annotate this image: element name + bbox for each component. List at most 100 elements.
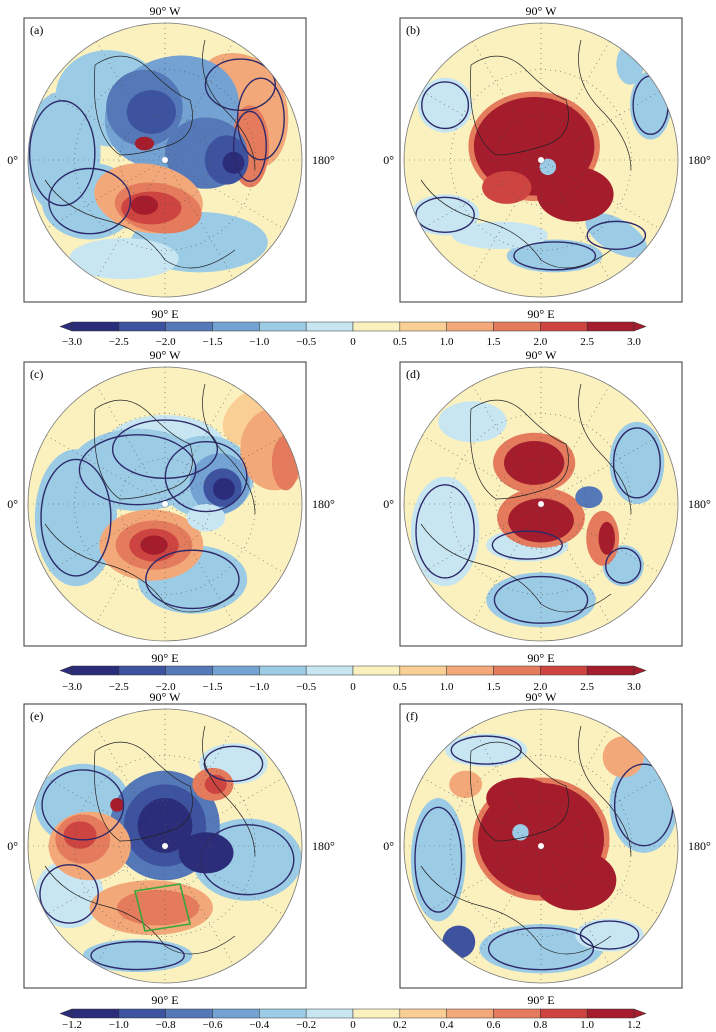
panel-tag: (f) xyxy=(406,709,418,723)
colorbar: −3.0 −2.5 −2.0 −1.5 −1.0 −0.5 0 0.5 1.0 1.5 2.0 2.5… xyxy=(59,665,647,693)
label-90e: 90° E xyxy=(527,307,554,321)
shaded-region xyxy=(410,194,480,236)
contour-line xyxy=(579,920,640,950)
colorbar-tick-label: 1.2 xyxy=(627,1019,641,1031)
meridian xyxy=(96,385,234,623)
shaded-region xyxy=(486,777,555,819)
colorbar-swatch xyxy=(212,321,260,332)
meridian xyxy=(422,435,660,573)
colorbar-swatch xyxy=(305,321,354,332)
colorbar-tick-label: −2.0 xyxy=(156,681,176,693)
coastline xyxy=(93,741,193,842)
shaded-region xyxy=(482,170,532,204)
label-90w: 90° W xyxy=(150,690,182,704)
panel-tag: (a) xyxy=(30,23,43,37)
contour-line xyxy=(586,220,647,251)
latitude-circle xyxy=(119,114,211,206)
meridian xyxy=(46,777,284,915)
coastline xyxy=(93,399,193,500)
colorbar-swatch xyxy=(118,1008,166,1019)
contour-line xyxy=(605,547,642,584)
colorbar-swatch xyxy=(71,321,120,332)
colorbar-swatch xyxy=(352,321,401,332)
label-90e: 90° E xyxy=(151,307,178,321)
contour-line xyxy=(415,484,475,579)
shaded-region xyxy=(451,221,548,250)
shaded-region xyxy=(222,151,245,174)
shaded-region xyxy=(445,733,528,767)
latitude-circle xyxy=(74,69,256,251)
colorbar-swatch xyxy=(540,321,588,332)
meridian xyxy=(96,41,234,279)
colorbar-swatch xyxy=(586,1008,635,1019)
contour-line xyxy=(232,110,267,182)
label-0: 0° xyxy=(7,153,18,167)
meridian xyxy=(472,727,610,965)
label-90w: 90° W xyxy=(526,4,558,18)
meridian xyxy=(96,727,234,965)
coastline xyxy=(469,399,569,500)
shaded-region xyxy=(585,213,648,258)
meridian xyxy=(96,727,234,965)
colorbar-swatch xyxy=(399,665,447,676)
contour-line xyxy=(513,241,597,271)
colorbar-swatch xyxy=(586,321,635,332)
colorbar-tick-label: −3.0 xyxy=(62,336,82,348)
coastline xyxy=(202,383,256,515)
map-boundary xyxy=(27,22,303,298)
colorbar-tick-label: −1.0 xyxy=(109,1019,129,1031)
shaded-region xyxy=(410,798,466,922)
contour-line xyxy=(40,458,112,577)
shaded-region xyxy=(110,798,124,812)
meridian xyxy=(422,91,660,229)
shaded-region xyxy=(539,158,557,176)
latitude-circle xyxy=(450,69,632,251)
shaded-region xyxy=(178,832,234,874)
colorbar-swatch xyxy=(259,665,307,676)
colorbar-tick-label: 2.5 xyxy=(580,681,594,693)
north-pole-marker xyxy=(538,843,544,849)
label-180: 180° xyxy=(688,839,711,853)
contour-line xyxy=(164,440,248,513)
colorbar-swatch xyxy=(493,665,541,676)
map-panel-c: (c) 90° W 90° E 0° 180° xyxy=(7,348,335,665)
meridian xyxy=(472,727,610,965)
meridian xyxy=(46,435,284,573)
colorbar-swatch xyxy=(118,665,166,676)
colorbar-tick-label: 1.5 xyxy=(487,336,501,348)
label-90e: 90° E xyxy=(151,993,178,1007)
colorbar-swatch xyxy=(493,321,541,332)
colorbar-swatch xyxy=(352,1008,401,1019)
colorbar: −1.2 −1.0 −0.8 −0.6 −0.4 −0.2 0 0.2 0.4 0.6 0.8 1.0… xyxy=(59,1008,647,1031)
map-boundary xyxy=(27,366,303,642)
colorbar-tick-label: 0 xyxy=(350,1019,356,1031)
coastline xyxy=(44,523,236,613)
shaded-region xyxy=(134,136,155,151)
map-boundary xyxy=(403,22,679,298)
latitude-circle xyxy=(495,800,587,892)
label-180: 180° xyxy=(312,497,335,511)
colorbar-tick-label: 1.0 xyxy=(440,681,454,693)
shaded-region xyxy=(212,477,235,500)
anomaly-field xyxy=(28,709,302,983)
map-boundary xyxy=(27,708,303,984)
label-90w: 90° W xyxy=(150,4,182,18)
shaded-region xyxy=(63,821,97,849)
colorbar-swatch xyxy=(118,321,166,332)
colorbar-tick-label: 0.8 xyxy=(533,1019,547,1031)
meridian xyxy=(422,777,660,915)
coastline xyxy=(469,741,569,842)
contour-line xyxy=(450,735,522,765)
meridian xyxy=(422,777,660,915)
colorbar-tick-label: −0.2 xyxy=(296,1019,316,1031)
label-0: 0° xyxy=(7,839,18,853)
colorbar-tick-label: −2.0 xyxy=(156,336,176,348)
colorbar-tick-label: 2.0 xyxy=(533,681,547,693)
colorbar-tick-label: −1.5 xyxy=(203,681,223,693)
panel-tag: (c) xyxy=(30,367,43,381)
label-0: 0° xyxy=(383,497,394,511)
label-180: 180° xyxy=(688,497,711,511)
panel-tag: (d) xyxy=(406,367,420,381)
map-boundary xyxy=(403,366,679,642)
